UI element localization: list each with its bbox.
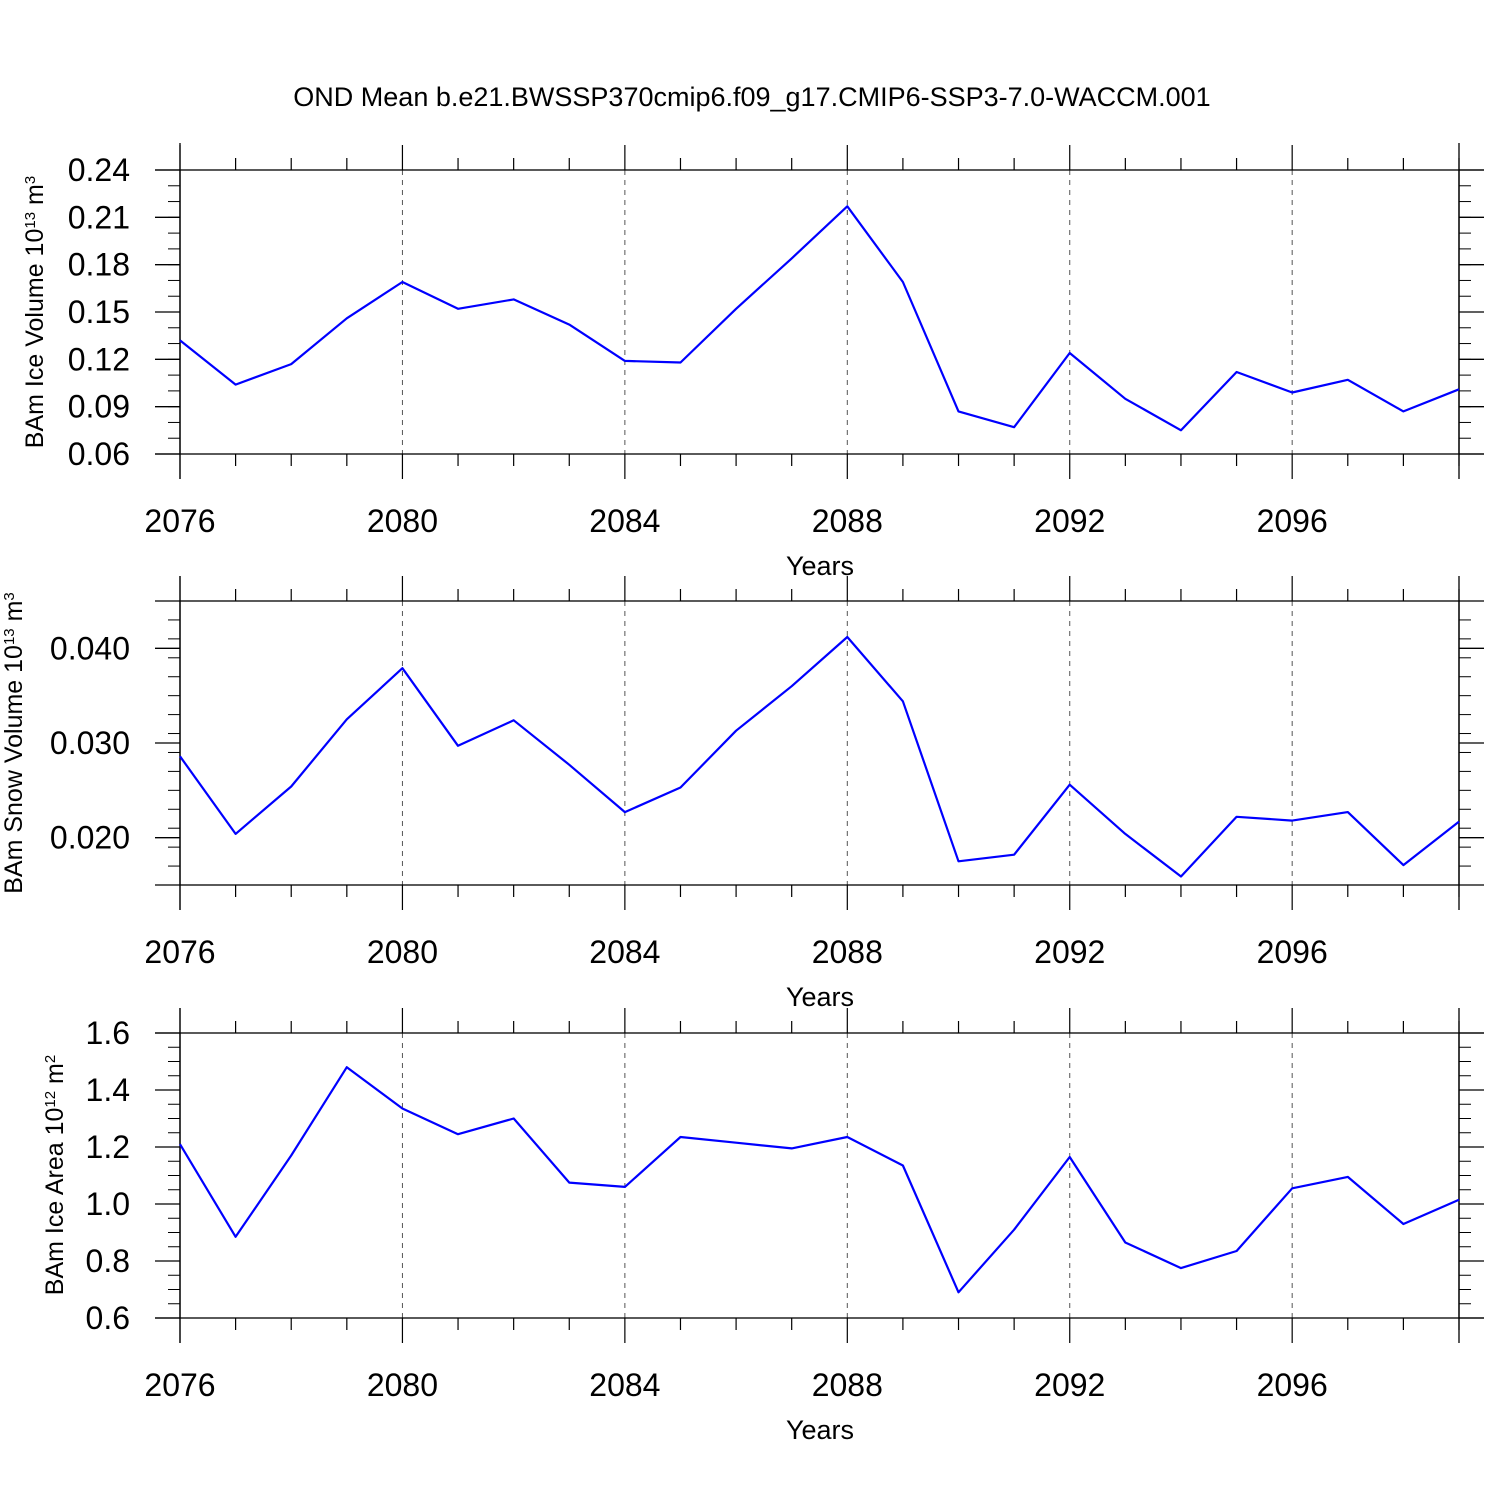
x-tick-label: 2084 — [589, 934, 660, 970]
y-tick-label: 0.21 — [68, 199, 130, 235]
x-tick-label: 2076 — [144, 934, 215, 970]
y-axis-label: BAm Ice Volume 1013 m3 — [21, 176, 49, 448]
x-tick-label: 2076 — [144, 1367, 215, 1403]
x-tick-label: 2084 — [589, 503, 660, 539]
chart-panel-2: 2076 2080 2084 2088 2092 2096 Years 0.020 0.030 0… — [0, 576, 1484, 1012]
x-tick-label: 2088 — [812, 1367, 883, 1403]
y-tick-label: 0.18 — [68, 247, 130, 283]
y-tick-label: 0.040 — [50, 630, 130, 666]
x-tick-label: 2096 — [1257, 503, 1328, 539]
y-tick-label: 0.020 — [50, 820, 130, 856]
chart-panel-1: 2076 2080 2084 2088 2092 2096 Years 0.06 0.09 0.1… — [21, 143, 1484, 581]
x-tick-label: 2092 — [1034, 934, 1105, 970]
y-tick-label: 1.0 — [86, 1186, 130, 1222]
x-tick-label: 2088 — [812, 934, 883, 970]
y-tick-label: 0.030 — [50, 725, 130, 761]
figure-title: OND Mean b.e21.BWSSP370cmip6.f09_g17.CMI… — [293, 82, 1210, 112]
x-tick-label: 2080 — [367, 1367, 438, 1403]
series-line — [179, 1066, 1460, 1294]
y-tick-label: 0.09 — [68, 389, 130, 425]
plot-frame — [179, 600, 1460, 886]
y-tick-label: 0.12 — [68, 341, 130, 377]
x-tick-label: 2096 — [1257, 934, 1328, 970]
y-tick-label: 1.4 — [86, 1072, 130, 1108]
panels: 2076 2080 2084 2088 2092 2096 Years 0.06 0.09 0.1… — [0, 143, 1484, 1445]
series-line — [179, 205, 1460, 432]
series-line — [179, 635, 1460, 878]
x-tick-label: 2092 — [1034, 503, 1105, 539]
x-tick-label: 2080 — [367, 934, 438, 970]
plot-frame — [179, 1032, 1460, 1319]
y-axis-label: BAm Snow Volume 1013 m3 — [0, 592, 28, 894]
y-tick-label: 0.24 — [68, 152, 130, 188]
x-tick-label: 2076 — [144, 503, 215, 539]
x-tick-label: 2080 — [367, 503, 438, 539]
x-tick-label: 2096 — [1257, 1367, 1328, 1403]
y-tick-label: 0.6 — [86, 1300, 130, 1336]
x-tick-label: 2084 — [589, 1367, 660, 1403]
chart-panel-3: 2076 2080 2084 2088 2092 2096 Years 0.6 0.8 1.0 1.… — [41, 1008, 1484, 1445]
y-tick-label: 0.8 — [86, 1243, 130, 1279]
y-tick-label: 1.2 — [86, 1129, 130, 1165]
y-tick-label: 0.15 — [68, 294, 130, 330]
y-tick-label: 0.06 — [68, 436, 130, 472]
x-tick-label: 2092 — [1034, 1367, 1105, 1403]
y-axis-label: BAm Ice Area 1012 m2 — [41, 1055, 69, 1295]
x-axis-label: Years — [786, 551, 854, 581]
x-axis-label: Years — [786, 1415, 854, 1445]
x-axis-label: Years — [786, 982, 854, 1012]
plot-frame — [179, 169, 1460, 455]
x-tick-label: 2088 — [812, 503, 883, 539]
y-tick-label: 1.6 — [86, 1015, 130, 1051]
